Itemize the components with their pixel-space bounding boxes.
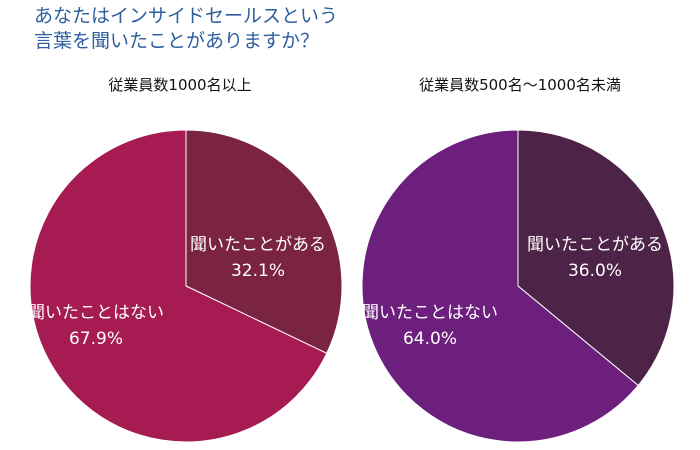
slice-label-mid-companies-heard: 聞いたことがある [527,235,663,255]
page-title: あなたはインサイドセールスという 言葉を聞いたことがありますか？ [34,4,338,54]
slice-label-large-companies-not-heard: 聞いたことはない [28,303,164,323]
slice-label-large-companies-heard: 聞いたことがある [190,235,326,255]
chart-title-large-companies: 従業員数1000名以上 [108,76,252,94]
chart-title-mid-companies: 従業員数500名～1000名未満 [419,76,621,94]
slice-label-mid-companies-not-heard: 聞いたことはない [362,303,498,323]
slice-value-mid-companies-not-heard: 64.0% [403,329,457,349]
pie-slice-mid-companies-heard [517,129,675,387]
pie-slice-large-companies-not-heard [29,129,328,443]
slice-value-large-companies-heard: 32.1% [231,261,285,281]
pie-slice-mid-companies-not-heard [361,129,639,443]
page-title-line-1: あなたはインサイドセールスという [34,5,339,27]
pie-slice-large-companies-heard [185,129,343,354]
slice-value-large-companies-not-heard: 67.9% [69,329,123,349]
slice-value-mid-companies-heard: 36.0% [568,261,622,281]
page-title-line-2: 言葉を聞いたことがありますか？ [34,30,320,52]
